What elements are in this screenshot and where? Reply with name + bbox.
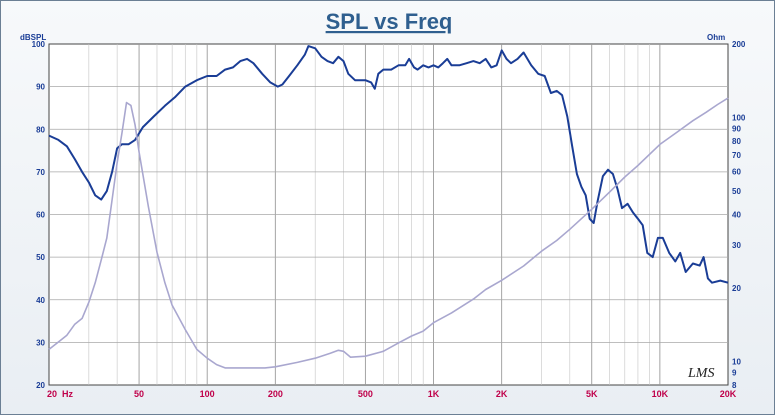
y-right-axis-title: Ohm [707, 33, 725, 42]
x-tick-label: 5K [586, 389, 598, 399]
y-left-tick-label: 30 [36, 338, 45, 347]
x-tick-label: 2K [496, 389, 508, 399]
y-right-tick-label: 9 [732, 369, 737, 378]
y-left-tick-label: 80 [36, 125, 45, 134]
y-left-tick-label: 40 [36, 296, 45, 305]
y-left-tick-label: 70 [36, 168, 45, 177]
y-right-tick-label: 100 [732, 113, 746, 122]
y-right-tick-label: 90 [732, 125, 741, 134]
chart-title: SPL vs Freq [326, 9, 453, 34]
y-left-axis-title: dBSPL [20, 33, 46, 42]
x-tick-label: 100 [200, 389, 215, 399]
y-left-tick-label: 100 [32, 40, 46, 49]
impedance-curve [48, 97, 729, 369]
x-unit-label: Hz [62, 389, 73, 399]
x-tick-label: 20K [720, 389, 737, 399]
lms-annotation: LMS [687, 366, 714, 381]
y-right-tick-label: 10 [732, 357, 741, 366]
y-right-tick-label: 8 [732, 381, 737, 390]
x-tick-label: 500 [358, 389, 373, 399]
y-right-tick-label: 50 [732, 187, 741, 196]
y-right-tick-label: 30 [732, 241, 741, 250]
y-right-tick-label: 80 [732, 137, 741, 146]
y-right-tick-label: 70 [732, 151, 741, 160]
y-right-tick-label: 200 [732, 40, 746, 49]
x-tick-label: 50 [134, 389, 144, 399]
x-tick-label: 20 [47, 389, 57, 399]
y-right-tick-label: 60 [732, 168, 741, 177]
y-left-tick-label: 50 [36, 253, 45, 262]
y-left-tick-label: 60 [36, 211, 45, 220]
x-tick-label: 200 [268, 389, 283, 399]
x-tick-label: 1K [428, 389, 440, 399]
y-left-tick-label: 20 [36, 381, 45, 390]
y-left-tick-label: 90 [36, 83, 45, 92]
spl-curve [48, 45, 729, 284]
x-tick-label: 10K [652, 389, 669, 399]
y-right-tick-label: 20 [732, 284, 741, 293]
y-right-tick-label: 40 [732, 211, 741, 220]
